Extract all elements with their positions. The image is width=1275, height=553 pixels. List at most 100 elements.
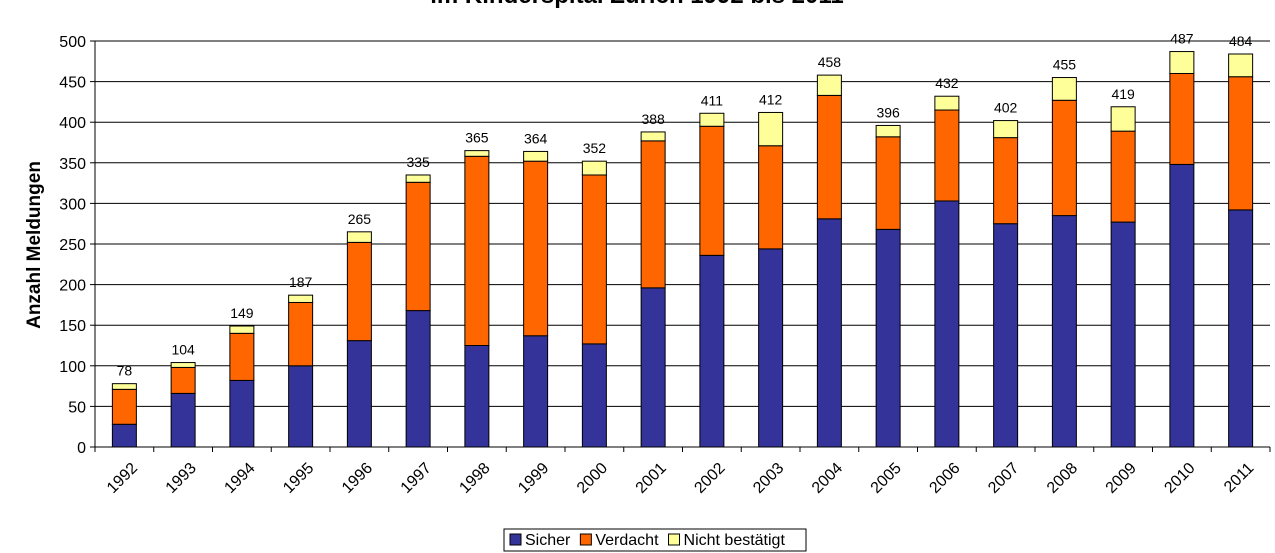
y-tick-label: 400	[59, 115, 86, 132]
bar-nicht-best-tigt-2002	[699, 112, 725, 127]
bar-nicht-best-tigt-2001	[640, 131, 666, 142]
total-label-1998: 365	[465, 130, 489, 146]
legend-swatch-nicht-best-tigt	[668, 533, 681, 546]
bar-nicht-best-tigt-1995	[288, 294, 314, 303]
bar-verdacht-1997	[405, 181, 431, 312]
bar-nicht-best-tigt-1996	[346, 231, 372, 243]
bar-nicht-best-tigt-2006	[934, 95, 960, 111]
bar-verdacht-2010	[1169, 72, 1195, 165]
bar-sicher-2011	[1228, 209, 1254, 448]
bar-nicht-best-tigt-2000	[581, 160, 607, 176]
legend-swatch-verdacht	[579, 533, 592, 546]
total-labels: 78 104 149 187 265 335 365 364 352 388 411 412 458 39…	[117, 31, 1253, 379]
y-tick-label: 450	[59, 75, 86, 92]
x-tick-label-2003: 2003	[750, 460, 787, 497]
x-tick-label-2010: 2010	[1161, 460, 1198, 497]
x-tick-label-2000: 2000	[574, 460, 611, 497]
bar-nicht-best-tigt-1998	[464, 150, 490, 157]
bar-verdacht-2005	[875, 136, 901, 230]
bar-sicher-1999	[523, 335, 549, 448]
bar-sicher-2010	[1169, 163, 1195, 448]
x-tick-label-1997: 1997	[398, 460, 435, 497]
bar-sicher-2007	[993, 223, 1019, 448]
legend-box	[503, 528, 807, 552]
x-tick-label-1998: 1998	[456, 460, 493, 497]
bar-verdacht-1992	[111, 388, 137, 425]
x-tick-label-1996: 1996	[339, 460, 376, 497]
x-tick-label-2004: 2004	[809, 460, 846, 497]
y-tick-label: 300	[59, 196, 86, 213]
chart-title: im Kinderspital Zürich 1992 bis 2011	[430, 0, 844, 9]
x-tick-label-2001: 2001	[633, 460, 670, 497]
total-label-2006: 432	[935, 75, 959, 91]
bar-sicher-1994	[229, 379, 255, 448]
total-label-2009: 419	[1111, 86, 1135, 102]
bar-verdacht-2000	[581, 174, 607, 345]
total-label-2005: 396	[876, 104, 900, 120]
bar-sicher-1998	[464, 345, 490, 448]
bar-verdacht-2009	[1110, 130, 1136, 223]
y-axis-label: Anzahl Meldungen	[24, 161, 45, 329]
bar-verdacht-2003	[758, 145, 784, 250]
bar-nicht-best-tigt-2010	[1169, 51, 1195, 74]
bar-sicher-2005	[875, 228, 901, 448]
total-label-2000: 352	[583, 140, 607, 156]
total-label-2008: 455	[1053, 57, 1077, 73]
bar-nicht-best-tigt-2007	[993, 120, 1019, 139]
bar-nicht-best-tigt-2003	[758, 111, 784, 147]
y-tick-label: 500	[59, 34, 86, 51]
bar-verdacht-1995	[288, 301, 314, 367]
bar-sicher-1995	[288, 365, 314, 448]
bar-verdacht-1994	[229, 332, 255, 381]
total-label-2001: 388	[641, 111, 665, 127]
x-tick-label-1993: 1993	[163, 460, 200, 497]
bar-nicht-best-tigt-1999	[523, 150, 549, 162]
legend-label-sicher: Sicher	[525, 532, 571, 549]
bar-nicht-best-tigt-2009	[1110, 106, 1136, 132]
legend-swatch-sicher	[509, 533, 522, 546]
bar-sicher-1996	[346, 340, 372, 448]
bar-sicher-1993	[170, 392, 196, 448]
bar-sicher-2001	[640, 287, 666, 448]
bar-verdacht-1999	[523, 160, 549, 337]
x-tick-label-1995: 1995	[280, 460, 317, 497]
x-tick-label-1999: 1999	[515, 460, 552, 497]
bar-verdacht-2002	[699, 125, 725, 256]
bar-sicher-2004	[816, 218, 842, 448]
y-tick-label: 50	[68, 399, 86, 416]
bar-nicht-best-tigt-1992	[111, 383, 137, 390]
total-label-1993: 104	[171, 342, 195, 358]
bar-verdacht-2008	[1051, 99, 1077, 217]
bar-verdacht-2001	[640, 140, 666, 289]
total-label-2010: 487	[1170, 31, 1194, 47]
bar-sicher-2009	[1110, 221, 1136, 448]
gridlines	[95, 40, 1270, 407]
x-tick-label-2009: 2009	[1103, 460, 1140, 497]
y-tick-label: 200	[59, 278, 86, 295]
bar-nicht-best-tigt-2008	[1051, 77, 1077, 101]
bar-sicher-1997	[405, 310, 431, 448]
total-label-2011: 484	[1229, 33, 1253, 49]
y-tick-label: 100	[59, 359, 86, 376]
y-axis-ticks: 0 50 100 150 200 250 300 350 400 450 500	[59, 34, 95, 457]
x-tick-label-2005: 2005	[868, 460, 905, 497]
total-label-1999: 364	[524, 130, 548, 146]
x-tick-label-1992: 1992	[104, 460, 141, 497]
x-tick-label-2002: 2002	[691, 460, 728, 497]
x-tick-label-2008: 2008	[1044, 460, 1081, 497]
bar-verdacht-2004	[816, 94, 842, 220]
x-tick-label-2007: 2007	[985, 460, 1022, 497]
total-label-2002: 411	[701, 92, 724, 108]
bar-verdacht-2006	[934, 109, 960, 202]
bar-nicht-best-tigt-2005	[875, 124, 901, 138]
bar-verdacht-1998	[464, 155, 490, 346]
bar-nicht-best-tigt-2011	[1228, 53, 1254, 78]
x-axis-ticks: 1992 1993 1994 1995 1996 1997 1998 1999 2000 2001…	[94, 447, 1271, 497]
bar-sicher-2008	[1051, 215, 1077, 448]
y-tick-label: 250	[59, 237, 86, 254]
bar-sicher-2000	[581, 343, 607, 448]
y-tick-label: 350	[59, 156, 86, 173]
x-tick-label-2006: 2006	[926, 460, 963, 497]
x-tick-label-1994: 1994	[221, 460, 258, 497]
